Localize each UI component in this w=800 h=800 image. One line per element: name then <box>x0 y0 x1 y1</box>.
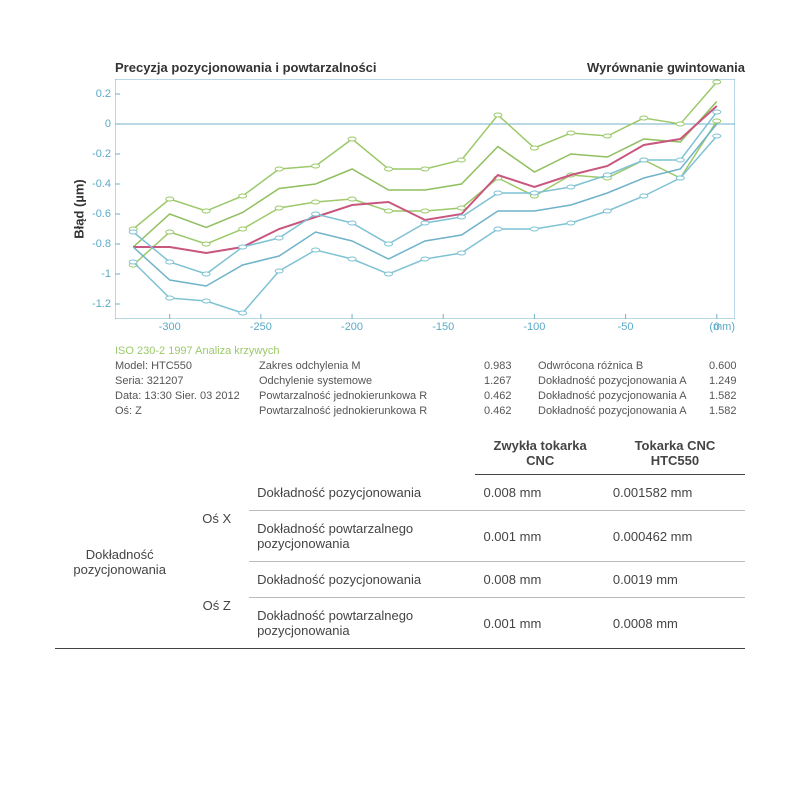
cell: 0.0019 mm <box>605 562 745 598</box>
chart-title-left: Precyzja pozycjonowania i powtarzalności <box>115 60 377 75</box>
line-chart <box>115 79 735 319</box>
y-ticks: 0.2 0 -0.2 -0.4 -0.6 -0.8 -1 -1.2 <box>83 79 111 319</box>
cell: 0.008 mm <box>475 475 604 511</box>
meta-text: 1.249 <box>709 374 745 389</box>
row-label: Dokładność powtarzalnego pozycjonowania <box>249 598 475 649</box>
meta-text: 1.582 <box>709 389 745 404</box>
meta-text: 1.582 <box>709 404 745 419</box>
meta-text: Oś: Z <box>115 404 241 419</box>
x-tick: -150 <box>432 321 454 333</box>
meta-text: Data: 13:30 Sier. 03 2012 <box>115 389 241 404</box>
axis-z-label: Oś Z <box>184 562 249 649</box>
x-tick: -300 <box>159 321 181 333</box>
x-tick: -100 <box>523 321 545 333</box>
meta-text: Zakres odchylenia M <box>259 359 466 374</box>
row-label: Dokładność powtarzalnego pozycjonowania <box>249 511 475 562</box>
x-tick: -50 <box>618 321 634 333</box>
y-tick: -0.4 <box>81 178 111 190</box>
meta-text: Odwrócona różnica B <box>538 359 691 374</box>
axis-x-label: Oś X <box>184 475 249 562</box>
y-tick: -0.8 <box>81 238 111 250</box>
y-tick: -1.2 <box>81 298 111 310</box>
meta-text: Seria: 321207 <box>115 374 241 389</box>
y-tick: -0.2 <box>81 148 111 160</box>
meta-text: 0.462 <box>484 389 520 404</box>
x-tick: -250 <box>250 321 272 333</box>
group-label: Dokładność pozycjonowania <box>55 475 184 649</box>
chart-title-right: Wyrównanie gwintowania <box>587 60 745 75</box>
table-header-htc550: Tokarka CNC HTC550 <box>605 432 745 475</box>
meta-text: 0.462 <box>484 404 520 419</box>
cell: 0.000462 mm <box>605 511 745 562</box>
x-tick: -200 <box>341 321 363 333</box>
cell: 0.001 mm <box>475 511 604 562</box>
cell: 0.0008 mm <box>605 598 745 649</box>
meta-text: 0.983 <box>484 359 520 374</box>
meta-text: Dokładność pozycjonowania A <box>538 374 691 389</box>
meta-text: 0.600 <box>709 359 745 374</box>
row-label: Dokładność pozycjonowania <box>249 562 475 598</box>
cell: 0.008 mm <box>475 562 604 598</box>
table-header-ordinary: Zwykła tokarka CNC <box>475 432 604 475</box>
y-tick: -0.6 <box>81 208 111 220</box>
chart-area: Błąd (µm) 0.20-0.2-0.4-0.6-0.8-1-1.2 -30… <box>55 79 735 339</box>
y-tick: 0 <box>81 118 111 130</box>
meta-text: Odchylenie systemowe <box>259 374 466 389</box>
meta-text: Model: HTC550 <box>115 359 241 374</box>
y-tick: 0.2 <box>81 88 111 100</box>
y-tick: -1 <box>81 268 111 280</box>
meta-text: 1.267 <box>484 374 520 389</box>
metadata-block: Model: HTC550Seria: 321207Data: 13:30 Si… <box>115 359 745 418</box>
row-label: Dokładność pozycjonowania <box>249 475 475 511</box>
meta-text: Dokładność pozycjonowania A <box>538 389 691 404</box>
meta-text: Powtarzalność jednokierunkowa R <box>259 389 466 404</box>
cell: 0.001 mm <box>475 598 604 649</box>
spec-table: Zwykła tokarka CNC Tokarka CNC HTC550 Do… <box>55 432 745 649</box>
x-ticks: -300-250-200-150-100-500 <box>115 321 735 337</box>
meta-text: Dokładność pozycjonowania A <box>538 404 691 419</box>
iso-standard-text: ISO 230-2 1997 Analiza krzywych <box>115 345 745 357</box>
meta-text: Powtarzalność jednokierunkowa R <box>259 404 466 419</box>
x-axis-unit: (mm) <box>709 321 735 333</box>
cell: 0.001582 mm <box>605 475 745 511</box>
chart-titles: Precyzja pozycjonowania i powtarzalności… <box>115 60 745 75</box>
